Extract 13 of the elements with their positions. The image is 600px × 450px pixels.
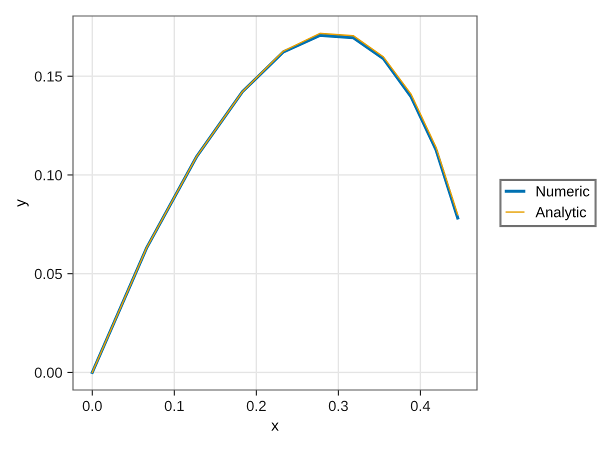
x-tick-label: 0.1 [164, 400, 184, 412]
y-tick-label: 0.00 [34, 368, 62, 378]
y-tick-label: 0.10 [34, 170, 62, 180]
x-axis-title: x [271, 422, 279, 431]
x-tick-label: 0.2 [246, 400, 266, 412]
x-tick-label: 0.0 [82, 400, 102, 412]
y-tick-label: 0.15 [34, 71, 62, 82]
y-axis-title: y [17, 199, 29, 207]
y-tick-label: 0.05 [34, 268, 62, 280]
legend-label: Numeric [536, 186, 590, 196]
x-tick-label: 0.3 [328, 400, 348, 412]
legend-label: Analytic [535, 206, 586, 220]
x-tick-label: 0.4 [410, 400, 430, 412]
